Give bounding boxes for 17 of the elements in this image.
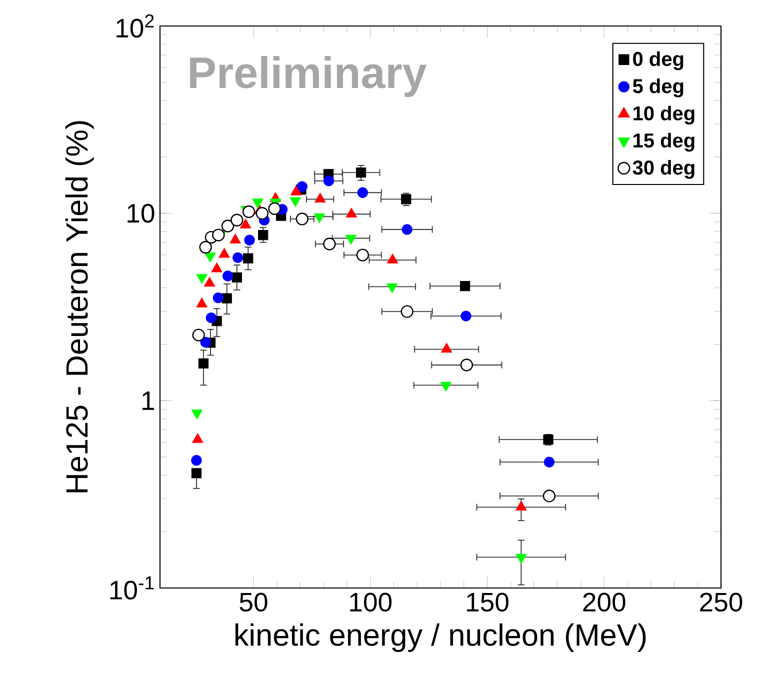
x-tick-label: 100 [350,592,392,612]
x-tick-label: 250 [700,592,742,612]
y-tick-label: 10 [128,204,154,223]
x-tick-label: 150 [467,592,508,612]
legend-label: 15 deg [634,132,694,152]
y-axis-title: He125 - Deuteron Yield (%) [65,121,94,492]
y-tick-label: 1 [142,392,154,410]
y-tick-label: 10$^{-1}$ [110,576,154,600]
legend-label: 0 deg [633,51,684,70]
x-axis-title: kinetic energy / nucleon (MeV) [235,623,646,652]
legend-label: 5 deg [632,78,684,98]
legend-label: 30 deg [632,160,694,179]
x-tick-label: 200 [583,592,626,612]
legend-label: 10 deg [634,106,694,124]
y-tick-label: 10$^{2}$ [116,14,154,38]
x-tick-label: 50 [240,592,268,612]
annotation: Preliminary [190,56,427,98]
